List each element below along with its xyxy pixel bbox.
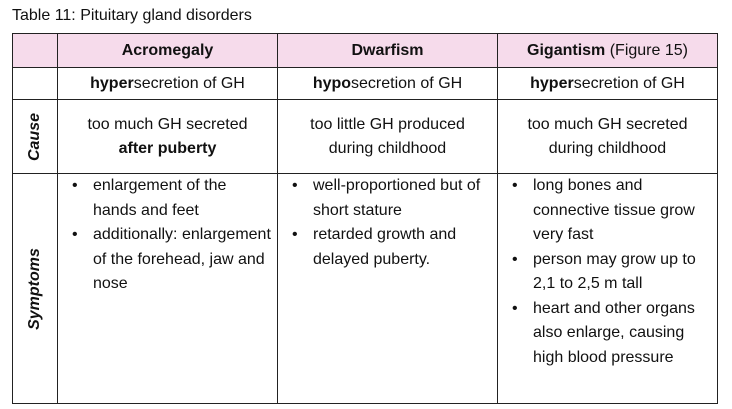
symptoms-row: Symptoms enlargement of the hands and fe… (12, 173, 718, 404)
symptoms-label: Symptoms (26, 247, 43, 330)
header-row: Acromegaly Dwarfism Gigantism (Figure 15… (12, 33, 718, 68)
table-caption: Table 11: Pituitary gland disorders (12, 7, 252, 24)
symptom-list: enlargement of the hands and feet additi… (58, 174, 277, 297)
cause-line: too little GH produced (310, 115, 465, 133)
header-corner-cell (12, 33, 58, 68)
secretion-suffix: secretion of GH (573, 74, 685, 92)
secretion-prefix: hypo (312, 74, 352, 92)
pituitary-disorders-table: Acromegaly Dwarfism Gigantism (Figure 15… (12, 33, 718, 404)
secretion-gigantism: hypersecretion of GH (497, 67, 718, 100)
symptom-item: additionally: enlargement of the forehea… (72, 223, 271, 297)
cause-row: Cause too much GH secreted after puberty … (12, 99, 718, 174)
disorder-name: Dwarfism (351, 41, 424, 59)
cause-label: Cause (26, 112, 43, 161)
cause-line-emphasis: after puberty (118, 139, 217, 157)
disorder-name: Gigantism (527, 41, 606, 59)
cause-line: too much GH secreted (87, 115, 248, 133)
cause-line: too much GH secreted (527, 115, 688, 133)
cause-line: during childhood (548, 139, 667, 157)
secretion-prefix: hyper (530, 74, 574, 92)
cause-acromegaly: too much GH secreted after puberty (57, 99, 278, 174)
secretion-prefix: hyper (90, 74, 134, 92)
cause-label-cell: Cause (12, 99, 58, 174)
header-dwarfism: Dwarfism (277, 33, 498, 68)
secretion-dwarfism: hyposecretion of GH (277, 67, 498, 100)
secretion-row: hypersecretion of GH hyposecretion of GH… (12, 67, 718, 100)
symptoms-gigantism: long bones and connective tissue grow ve… (497, 173, 718, 404)
secretion-acromegaly: hypersecretion of GH (57, 67, 278, 100)
cause-dwarfism: too little GH produced during childhood (277, 99, 498, 174)
symptom-list: long bones and connective tissue grow ve… (498, 174, 717, 370)
secretion-suffix: secretion of GH (133, 74, 245, 92)
symptom-item: well-proportioned but of short stature (292, 174, 491, 223)
header-gigantism: Gigantism (Figure 15) (497, 33, 718, 68)
symptom-item: retarded growth and delayed puberty. (292, 223, 491, 272)
symptom-item: long bones and connective tissue grow ve… (512, 174, 711, 248)
disorder-name: Acromegaly (121, 41, 214, 59)
symptoms-dwarfism: well-proportioned but of short stature r… (277, 173, 498, 404)
symptoms-acromegaly: enlargement of the hands and feet additi… (57, 173, 278, 404)
symptoms-label-cell: Symptoms (12, 173, 58, 404)
symptom-list: well-proportioned but of short stature r… (278, 174, 497, 272)
secretion-row-label-cell (12, 67, 58, 100)
symptom-item: person may grow up to 2,1 to 2,5 m tall (512, 248, 711, 297)
symptom-item: heart and other organs also enlarge, cau… (512, 297, 711, 371)
cause-gigantism: too much GH secreted during childhood (497, 99, 718, 174)
figure-reference: (Figure 15) (605, 41, 688, 59)
header-acromegaly: Acromegaly (57, 33, 278, 68)
symptom-item: enlargement of the hands and feet (72, 174, 271, 223)
cause-line: during childhood (328, 139, 447, 157)
secretion-suffix: secretion of GH (351, 74, 463, 92)
